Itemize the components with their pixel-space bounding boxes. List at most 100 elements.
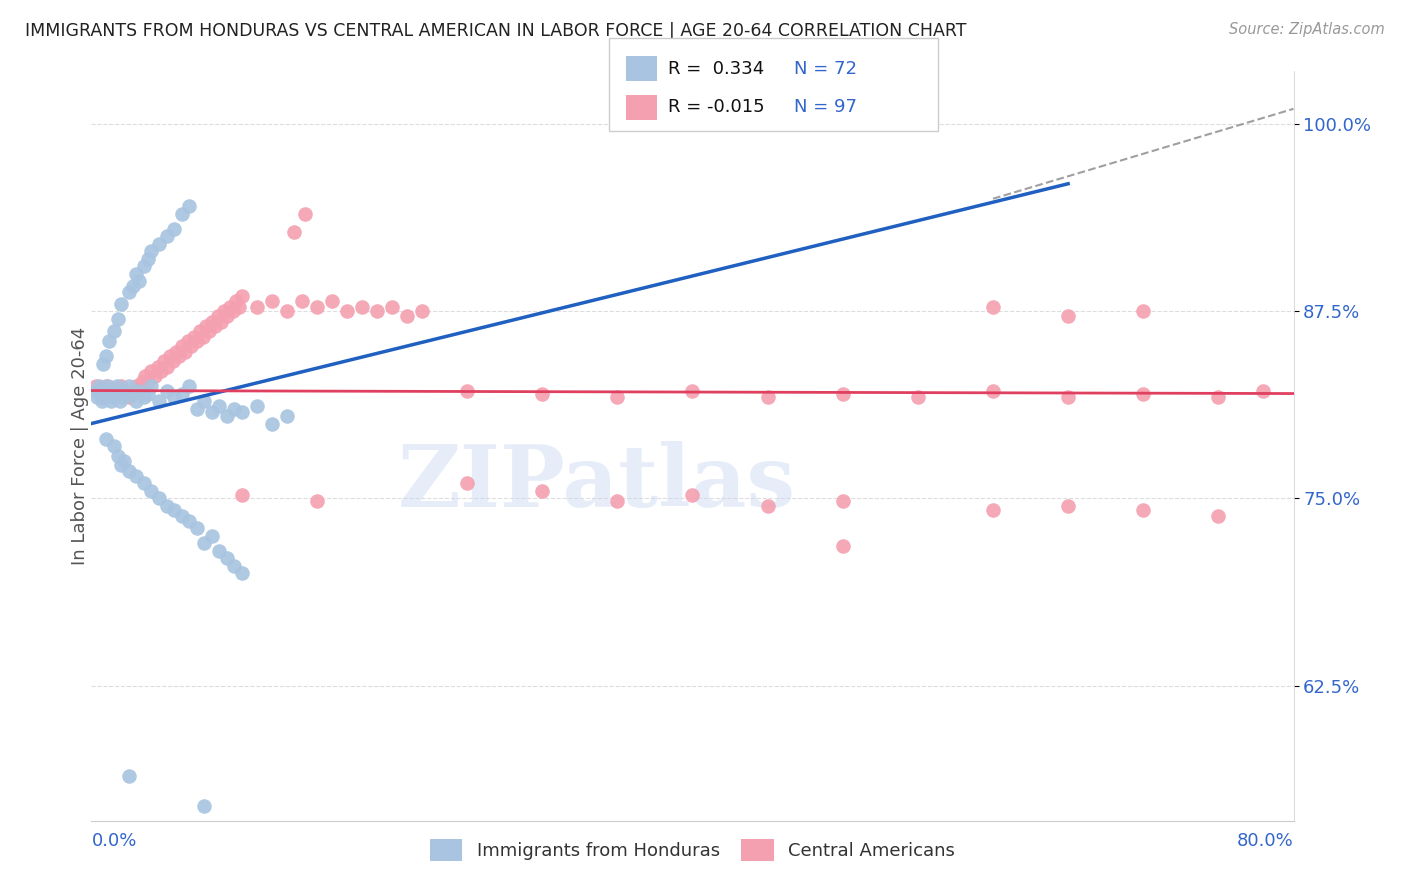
Point <box>111 390 134 404</box>
Point <box>105 386 128 401</box>
Text: ZIPatlas: ZIPatlas <box>398 442 796 525</box>
Point <box>87 379 110 393</box>
Point <box>260 293 283 308</box>
Y-axis label: In Labor Force | Age 20-64: In Labor Force | Age 20-64 <box>72 326 89 566</box>
Text: IMMIGRANTS FROM HONDURAS VS CENTRAL AMERICAN IN LABOR FORCE | AGE 20-64 CORRELAT: IMMIGRANTS FROM HONDURAS VS CENTRAL AMER… <box>25 22 967 40</box>
Point <box>118 769 141 783</box>
Point <box>167 349 190 363</box>
Point <box>89 386 111 401</box>
Point <box>138 375 160 389</box>
Point <box>756 390 779 404</box>
Point <box>215 309 238 323</box>
Text: N = 97: N = 97 <box>794 98 858 116</box>
Point <box>118 390 141 404</box>
Point <box>188 324 211 338</box>
Point <box>177 514 200 528</box>
Point <box>162 353 184 368</box>
Point <box>276 304 298 318</box>
Point <box>155 229 177 244</box>
Point <box>208 399 231 413</box>
Point <box>681 384 703 398</box>
Point <box>207 309 229 323</box>
Point <box>336 304 359 318</box>
Point <box>141 379 163 393</box>
Point <box>231 566 253 581</box>
Point <box>186 521 208 535</box>
Point <box>381 300 404 314</box>
Point <box>90 390 112 404</box>
Point <box>209 315 232 329</box>
Point <box>291 293 314 308</box>
Point <box>163 503 186 517</box>
Point <box>831 386 853 401</box>
Point <box>132 259 155 273</box>
Point <box>186 334 208 348</box>
Point <box>756 499 779 513</box>
Point <box>121 386 143 401</box>
Point <box>146 359 169 374</box>
Point <box>193 536 215 550</box>
Point <box>125 469 148 483</box>
Point <box>831 494 853 508</box>
Point <box>163 221 186 235</box>
Point <box>170 386 193 401</box>
Point <box>1132 503 1154 517</box>
Point <box>125 379 148 393</box>
Point <box>246 300 269 314</box>
Point <box>103 390 125 404</box>
Point <box>108 394 131 409</box>
Point <box>681 488 703 502</box>
Point <box>981 503 1004 517</box>
Point <box>197 324 219 338</box>
Point <box>97 379 120 393</box>
Text: Source: ZipAtlas.com: Source: ZipAtlas.com <box>1229 22 1385 37</box>
Point <box>201 404 224 418</box>
Point <box>104 386 127 401</box>
Point <box>1132 386 1154 401</box>
Point <box>93 357 115 371</box>
Point <box>294 207 316 221</box>
Point <box>84 384 107 398</box>
Point <box>204 319 226 334</box>
Point <box>165 344 187 359</box>
Point <box>395 309 418 323</box>
Point <box>208 544 231 558</box>
Point <box>283 225 305 239</box>
Point <box>1057 390 1080 404</box>
Point <box>193 798 215 813</box>
Point <box>218 300 240 314</box>
Point <box>84 379 107 393</box>
Point <box>141 483 163 498</box>
Point <box>110 379 132 393</box>
Point <box>114 384 136 398</box>
Point <box>186 401 208 416</box>
Point <box>103 390 125 404</box>
Point <box>128 384 150 398</box>
Point <box>103 439 125 453</box>
Point <box>1132 304 1154 318</box>
Point <box>148 394 170 409</box>
Point <box>96 432 118 446</box>
Text: N = 72: N = 72 <box>794 60 858 78</box>
Point <box>177 199 200 213</box>
Point <box>98 384 121 398</box>
Point <box>606 390 628 404</box>
Point <box>221 304 243 318</box>
Point <box>101 384 124 398</box>
Point <box>170 207 193 221</box>
Point <box>114 454 136 468</box>
Text: 0.0%: 0.0% <box>91 831 136 850</box>
Point <box>224 401 246 416</box>
Point <box>96 386 118 401</box>
Point <box>122 278 145 293</box>
Point <box>98 334 121 348</box>
Text: R =  0.334: R = 0.334 <box>668 60 763 78</box>
Point <box>87 384 110 398</box>
Point <box>155 499 177 513</box>
Point <box>128 384 150 398</box>
Point <box>143 368 166 383</box>
Point <box>224 558 246 573</box>
Point <box>96 349 118 363</box>
Point <box>456 476 478 491</box>
Point <box>212 304 235 318</box>
